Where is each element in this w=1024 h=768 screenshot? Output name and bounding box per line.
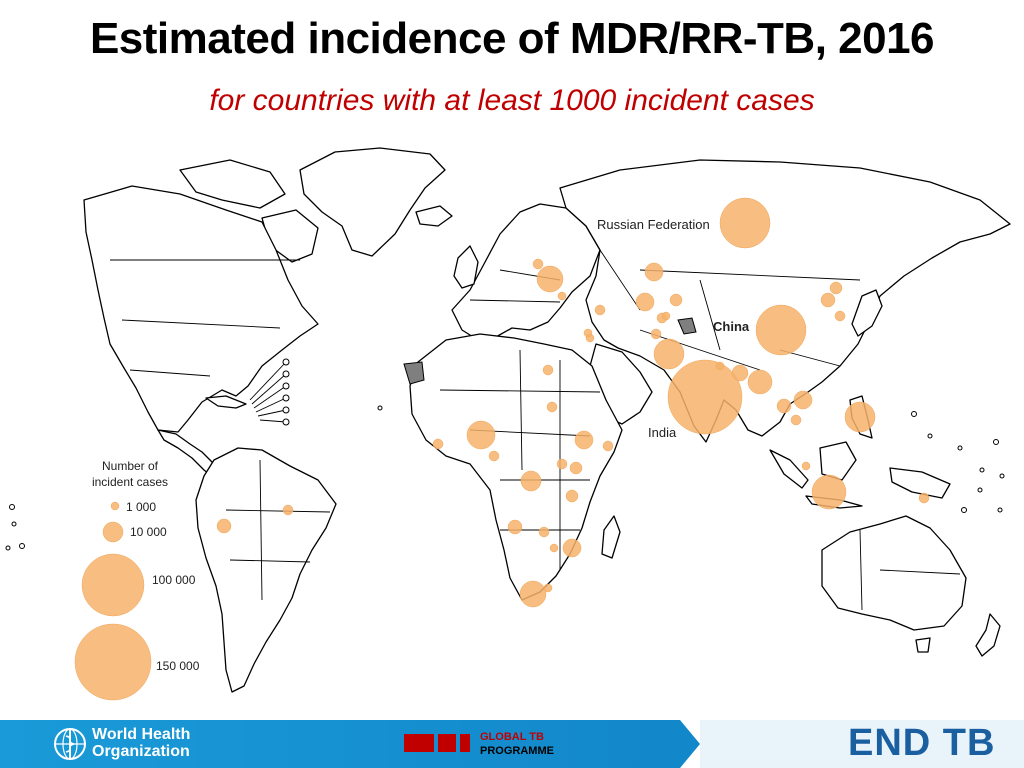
small-islands (5, 405, 1005, 551)
legend-label-100000: 100 000 (152, 573, 196, 587)
gtb-name: GLOBAL TB PROGRAMME (480, 730, 554, 758)
end-tb-logo: END TB (848, 722, 996, 764)
bubble-zimbabwe (549, 543, 559, 553)
bubble-bangladesh (731, 364, 749, 382)
legend-bubble-10000 (102, 521, 124, 543)
page-subtitle: for countries with at least 1000 inciden… (209, 84, 815, 117)
bubble-afghanistan (650, 328, 662, 340)
legend-title-line2: incident cases (92, 475, 168, 489)
bubble-malaysia (801, 461, 811, 471)
bubble-uzbekistan (635, 292, 655, 312)
land-britain (453, 245, 479, 289)
land-asia (559, 159, 1011, 443)
land-greenland (299, 147, 446, 257)
bubble-ethiopia (574, 430, 594, 450)
label-russian-federation: Russian Federation (597, 217, 710, 232)
legend-label-10000: 10 000 (130, 525, 167, 539)
legend-bubble-150000 (74, 623, 152, 701)
land-sumatra (769, 449, 809, 489)
footer-bar: World Health Organization GLOBAL TB PROG… (0, 720, 1024, 768)
bubble-kazakhstan (644, 262, 664, 282)
who-line2: Organization (92, 743, 190, 760)
bubble-china (755, 304, 807, 356)
country-borders (110, 249, 961, 611)
footer-light-band (700, 720, 1024, 768)
bubble-myanmar (747, 369, 773, 395)
bubble-pakistan (653, 338, 685, 370)
land-madagascar (601, 515, 621, 559)
bubble-brazil (282, 504, 294, 516)
gtb-line1: GLOBAL TB (480, 731, 544, 743)
label-india: India (648, 425, 677, 440)
bubble-kenya (569, 461, 583, 475)
bubble-vietnam (793, 390, 813, 410)
legend-label-1000: 1 000 (126, 500, 156, 514)
bubble-indonesia (811, 474, 847, 510)
bubble-india (667, 359, 743, 435)
world-map: Russian Federation China India Number of… (5, 147, 1011, 701)
land-japan (851, 289, 883, 337)
land-new-guinea (889, 467, 951, 499)
bubble-sudan (546, 401, 558, 413)
bubble-dr-congo (520, 470, 542, 492)
land-kashmir (677, 317, 697, 335)
bubble-cameroon (488, 450, 500, 462)
bubble-thailand (776, 398, 792, 414)
bubble-lesotho (543, 583, 553, 593)
legend-label-150000: 150 000 (156, 659, 200, 673)
bubble-korea (820, 292, 836, 308)
who-emblem-icon (54, 728, 86, 760)
legend-title-line1: Number of (102, 459, 159, 473)
bubble-philippines (844, 401, 876, 433)
bubble-belarus (532, 258, 544, 270)
land-iceland (415, 205, 453, 227)
bubble-peru (216, 518, 232, 534)
bubble-zambia (538, 526, 550, 538)
bubble-south-africa (519, 580, 547, 608)
bubble-nigeria (466, 420, 496, 450)
bubble-png (918, 492, 930, 504)
bubble-turkey (583, 328, 593, 338)
bubble-uganda (556, 458, 568, 470)
footer-blue-band (0, 720, 700, 768)
incidence-bubbles (216, 197, 930, 608)
bubble-egypt (542, 364, 554, 376)
who-name: World Health Organization (92, 726, 190, 760)
caribbean-leaders (249, 358, 290, 426)
bubble-korea-dpr (829, 281, 843, 295)
land-new-zealand (975, 613, 1001, 657)
land-borneo (819, 441, 857, 481)
gtb-logo-blocks (404, 734, 474, 757)
landmasses (83, 147, 1011, 693)
legend: Number of incident cases 1 000 10 000 10… (74, 459, 200, 701)
bubble-russian-federation (719, 197, 771, 249)
bubble-ivory (432, 438, 444, 450)
bubble-cambodia (790, 414, 802, 426)
bubble-mozambique (562, 538, 582, 558)
bubble-tanzania (565, 489, 579, 503)
bubble-japan-small (834, 310, 846, 322)
land-africa (409, 333, 623, 601)
land-cuba (205, 395, 247, 409)
legend-bubble-1000 (110, 501, 120, 511)
label-china: China (713, 319, 750, 334)
land-western-sahara (403, 361, 425, 385)
bubble-nepal (715, 361, 725, 371)
legend-bubble-100000 (81, 553, 145, 617)
land-australia (821, 515, 967, 631)
bubble-kyrgyz (669, 293, 683, 307)
bubble-tajik (661, 311, 671, 321)
bubble-somalia (602, 440, 614, 452)
land-tasmania (915, 637, 931, 653)
page-title: Estimated incidence of MDR/RR-TB, 2016 (89, 14, 935, 63)
bubble-angola (507, 519, 523, 535)
gtb-line2: PROGRAMME (480, 745, 554, 757)
bubble-moldova (557, 291, 567, 301)
bubble-ukraine (536, 265, 564, 293)
land-south-america (195, 447, 337, 693)
land-arctic-islands (179, 159, 286, 209)
who-line1: World Health (92, 726, 191, 743)
bubble-azerbaijan (594, 304, 606, 316)
